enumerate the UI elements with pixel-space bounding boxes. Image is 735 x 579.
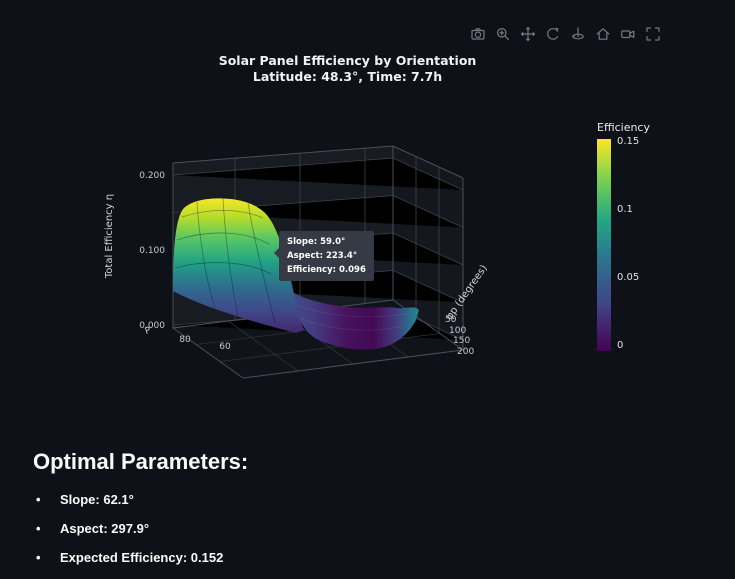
x-tick-60: 60 [219, 342, 231, 352]
chart-subtitle: Latitude: 48.3°, Time: 7.7h [252, 69, 443, 84]
movie-camera-icon[interactable] [620, 26, 636, 42]
tooltip-aspect: Aspect: 223.4° [287, 251, 358, 262]
x-axis-label-fragment: P [144, 325, 153, 336]
chart-title: Solar Panel Efficiency by Orientation [218, 53, 477, 68]
tooltip-efficiency: Efficiency: 0.096 [287, 265, 366, 276]
zoom-icon[interactable] [495, 26, 511, 42]
tooltip-slope: Slope: 59.0° [287, 237, 346, 247]
y-tick-100: 100 [449, 326, 466, 336]
pan-icon[interactable] [520, 26, 536, 42]
colorbar-tick-005: 0.05 [617, 272, 640, 283]
optimal-parameters-list: Slope: 62.1° Aspect: 297.9° Expected Eff… [33, 492, 248, 565]
home-icon[interactable] [595, 26, 611, 42]
colorbar-tick-015: 0.15 [617, 136, 640, 147]
orbit-icon[interactable] [545, 26, 561, 42]
z-axis-label: Total Efficiency η [104, 194, 115, 279]
y-tick-150: 150 [453, 336, 470, 346]
surface-valley-mesh [292, 303, 408, 331]
colorbar-title: Efficiency [597, 121, 650, 134]
z-tick-0000: 0.000 [139, 321, 165, 331]
x-axis: 80 60 P [144, 325, 231, 352]
surface-valley [289, 290, 419, 350]
surface-ridge [173, 198, 304, 333]
optimal-parameters-heading: Optimal Parameters: [33, 449, 249, 474]
optimal-parameters-section: Optimal Parameters: Slope: 62.1° Aspect:… [33, 449, 248, 579]
colorbar: Efficiency 0.15 0.1 0.05 0 [597, 121, 667, 351]
colorbar-gradient [597, 139, 611, 351]
list-item-aspect: Aspect: 297.9° [33, 521, 248, 536]
list-item-slope: Slope: 62.1° [33, 492, 248, 507]
turntable-icon[interactable] [570, 26, 586, 42]
hover-tooltip: Slope: 59.0° Aspect: 223.4° Efficiency: … [274, 231, 374, 282]
z-tick-0200: 0.200 [139, 171, 165, 181]
z-tick-0100: 0.100 [139, 246, 165, 256]
y-tick-200: 200 [457, 347, 474, 357]
camera-icon[interactable] [470, 26, 486, 42]
list-item-expected-efficiency: Expected Efficiency: 0.152 [33, 550, 248, 565]
colorbar-tick-0: 0 [617, 340, 624, 351]
x-tick-80: 80 [179, 335, 191, 345]
z-axis: 0.200 0.100 0.000 Total Efficiency η [104, 171, 165, 331]
plotly-modebar [470, 26, 661, 42]
y-tick-50: 50 [445, 315, 457, 325]
colorbar-tick-01: 0.1 [617, 204, 633, 215]
fullscreen-icon[interactable] [645, 26, 661, 42]
surface-ridge-mesh [174, 198, 276, 324]
chart-title-block: Solar Panel Efficiency by Orientation La… [0, 53, 695, 85]
